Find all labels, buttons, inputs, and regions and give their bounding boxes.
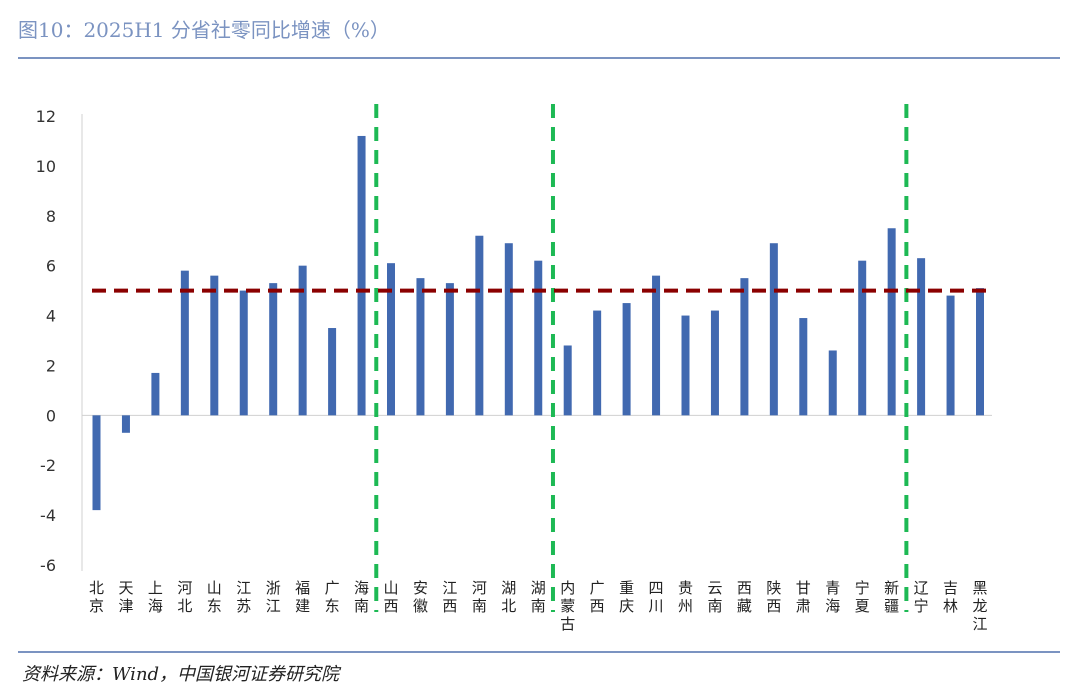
bar-湖北 [504, 243, 513, 416]
x-tick-label: 湖北 [501, 579, 516, 615]
bar-天津 [121, 415, 130, 433]
y-tick-label: 10 [36, 157, 56, 176]
x-tick-label: 贵州 [678, 579, 693, 615]
bar-西藏 [740, 278, 749, 416]
y-tick-label: -4 [40, 506, 56, 525]
x-tick-label: 山西 [383, 579, 398, 615]
x-tick-label: 福建 [295, 579, 310, 615]
x-tick-label: 海南 [354, 579, 369, 615]
bar-吉林 [946, 295, 955, 416]
bar-云南 [710, 310, 719, 416]
x-tick-label: 浙江 [266, 579, 281, 615]
bar-黑龙江 [976, 288, 984, 416]
bar-江西 [445, 283, 454, 416]
y-tick-label: 4 [46, 307, 56, 326]
y-tick-label: 8 [46, 207, 56, 226]
y-tick-label: -6 [40, 556, 56, 575]
bar-北京 [92, 415, 101, 511]
x-tick-label: 辽宁 [914, 579, 929, 615]
x-tick-label: 云南 [707, 579, 722, 615]
x-tick-label: 陕西 [766, 579, 781, 615]
x-tick-label: 江苏 [236, 579, 251, 615]
x-tick-label: 四川 [649, 579, 664, 615]
x-tick-label: 河南 [472, 579, 487, 615]
x-tick-label: 宁夏 [855, 579, 870, 615]
bar-重庆 [622, 303, 631, 416]
bar-chart: 北京天津上海河北山东江苏浙江福建广东海南山西安徽江西河南湖北湖南内蒙古广西重庆四… [36, 104, 992, 633]
x-tick-label: 内蒙古 [560, 579, 575, 633]
x-tick-label: 山东 [207, 579, 222, 615]
bar-浙江 [269, 283, 278, 416]
source-note: 资料来源：Wind，中国银河证券研究院 [22, 664, 340, 685]
y-tick-label: 12 [36, 107, 56, 126]
x-tick-label: 广西 [590, 579, 605, 615]
x-tick-label: 北京 [89, 579, 104, 615]
bar-宁夏 [858, 260, 867, 416]
y-tick-label: 6 [46, 257, 56, 276]
x-tick-label: 吉林 [943, 579, 958, 615]
bar-山西 [387, 263, 395, 416]
x-tick-label: 上海 [148, 579, 163, 615]
bar-广西 [593, 310, 602, 416]
bar-福建 [298, 265, 307, 416]
bar-陕西 [769, 243, 778, 416]
bar-上海 [151, 372, 160, 416]
bar-青海 [828, 350, 837, 416]
y-tick-label: 0 [46, 406, 56, 425]
y-tick-label: -2 [40, 456, 56, 475]
x-tick-label: 江西 [442, 579, 457, 615]
x-tick-label: 安徽 [413, 579, 428, 615]
x-tick-label: 青海 [825, 579, 840, 615]
bar-广东 [328, 328, 337, 416]
bar-湖南 [534, 260, 543, 416]
bar-山东 [210, 275, 219, 416]
x-tick-label: 湖南 [531, 579, 546, 615]
x-tick-label: 广东 [325, 579, 340, 615]
x-tick-label: 天津 [118, 579, 133, 615]
bar-贵州 [681, 315, 690, 416]
x-tick-label: 重庆 [619, 579, 634, 615]
x-tick-label: 新疆 [884, 579, 899, 615]
x-tick-label: 河北 [177, 579, 192, 615]
bar-安徽 [416, 278, 425, 416]
bar-四川 [652, 275, 661, 416]
x-tick-label: 西藏 [737, 579, 752, 615]
footer-rule [18, 651, 1060, 653]
x-tick-label: 甘肃 [796, 579, 811, 615]
y-tick-label: 2 [46, 356, 56, 375]
bar-新疆 [887, 228, 896, 416]
bar-河北 [180, 270, 189, 416]
bar-甘肃 [799, 318, 808, 416]
title-rule [18, 57, 1060, 59]
bar-内蒙古 [563, 345, 572, 416]
bar-江苏 [239, 290, 248, 416]
chart-title: 图10：2025H1 分省社零同比增速（%） [18, 18, 390, 42]
bar-海南 [357, 135, 366, 416]
x-tick-label: 黑龙江 [972, 579, 987, 633]
bar-辽宁 [917, 258, 926, 416]
bar-河南 [475, 235, 484, 416]
